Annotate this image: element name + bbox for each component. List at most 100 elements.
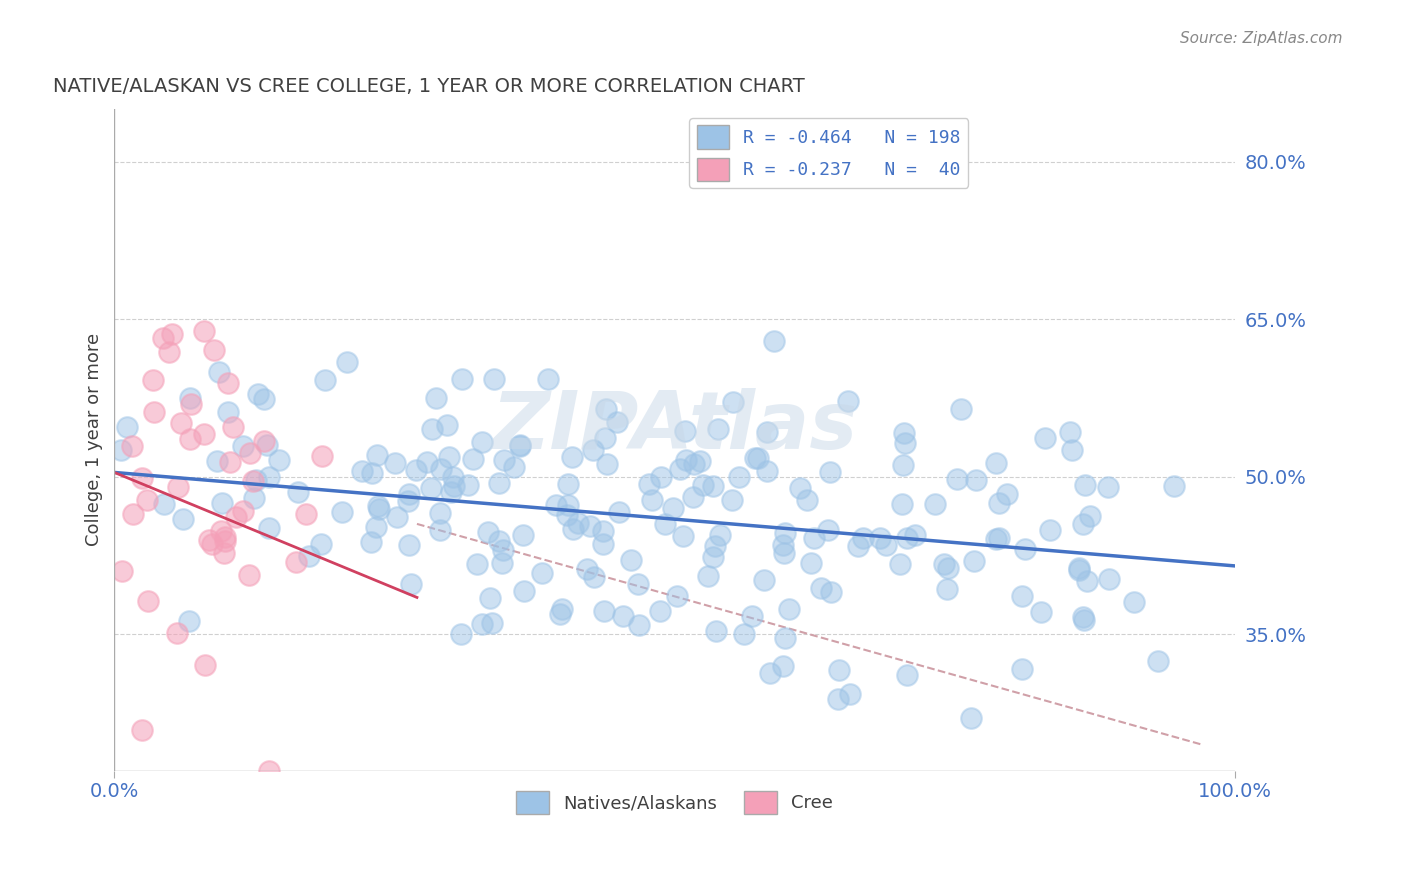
- Point: [796, 492, 818, 507]
- Point: [1060, 443, 1083, 458]
- Point: [689, 454, 711, 468]
- Point: [1080, 508, 1102, 523]
- Point: [1014, 541, 1036, 556]
- Point: [762, 334, 785, 349]
- Point: [707, 422, 730, 436]
- Point: [121, 439, 143, 453]
- Point: [1098, 572, 1121, 586]
- Point: [592, 524, 614, 538]
- Point: [420, 481, 443, 495]
- Point: [638, 477, 661, 491]
- Point: [592, 537, 614, 551]
- Point: [995, 487, 1018, 501]
- Point: [828, 664, 851, 678]
- Point: [488, 475, 510, 490]
- Point: [465, 557, 488, 571]
- Point: [166, 626, 188, 640]
- Point: [492, 453, 515, 467]
- Point: [1074, 478, 1097, 492]
- Point: [232, 440, 254, 454]
- Point: [1146, 654, 1168, 668]
- Point: [562, 522, 585, 536]
- Point: [773, 631, 796, 645]
- Point: [512, 528, 534, 542]
- Point: [142, 373, 165, 387]
- Point: [1076, 574, 1098, 588]
- Point: [704, 539, 727, 553]
- Point: [820, 585, 842, 599]
- Point: [1067, 561, 1090, 575]
- Point: [152, 331, 174, 345]
- Point: [891, 497, 914, 511]
- Point: [193, 427, 215, 442]
- Point: [557, 499, 579, 513]
- Point: [405, 463, 427, 477]
- Point: [1011, 662, 1033, 676]
- Point: [889, 557, 911, 571]
- Point: [1071, 517, 1094, 532]
- Point: [287, 485, 309, 500]
- Point: [551, 602, 574, 616]
- Point: [1059, 425, 1081, 440]
- Point: [180, 397, 202, 411]
- Point: [1011, 589, 1033, 603]
- Point: [1031, 606, 1053, 620]
- Point: [479, 591, 502, 605]
- Point: [932, 557, 955, 571]
- Point: [669, 462, 692, 476]
- Point: [384, 456, 406, 470]
- Point: [253, 434, 276, 448]
- Point: [733, 626, 755, 640]
- Point: [245, 473, 267, 487]
- Point: [627, 577, 650, 591]
- Point: [654, 517, 676, 532]
- Point: [924, 497, 946, 511]
- Point: [440, 485, 463, 500]
- Point: [399, 577, 422, 591]
- Point: [772, 537, 794, 551]
- Point: [800, 557, 823, 571]
- Point: [441, 469, 464, 483]
- Point: [894, 436, 917, 450]
- Point: [131, 723, 153, 738]
- Text: Source: ZipAtlas.com: Source: ZipAtlas.com: [1180, 31, 1343, 46]
- Point: [641, 492, 664, 507]
- Point: [193, 658, 215, 673]
- Point: [364, 520, 387, 534]
- Point: [893, 426, 915, 441]
- Point: [222, 420, 245, 434]
- Point: [561, 450, 583, 464]
- Point: [720, 493, 742, 508]
- Point: [430, 461, 453, 475]
- Point: [242, 475, 264, 489]
- Point: [593, 604, 616, 618]
- Point: [425, 391, 447, 405]
- Point: [820, 465, 842, 479]
- Point: [1033, 431, 1056, 445]
- Point: [966, 473, 988, 487]
- Point: [721, 395, 744, 409]
- Point: [1071, 610, 1094, 624]
- Point: [142, 405, 165, 419]
- Point: [259, 469, 281, 483]
- Point: [167, 480, 190, 494]
- Point: [257, 764, 280, 778]
- Point: [682, 457, 704, 471]
- Point: [208, 366, 231, 380]
- Point: [607, 505, 630, 519]
- Point: [463, 451, 485, 466]
- Point: [443, 479, 465, 493]
- Point: [385, 509, 408, 524]
- Point: [682, 490, 704, 504]
- Point: [672, 528, 695, 542]
- Point: [697, 569, 720, 583]
- Point: [492, 542, 515, 557]
- Point: [246, 387, 269, 401]
- Point: [429, 524, 451, 538]
- Point: [987, 531, 1010, 545]
- Text: NATIVE/ALASKAN VS CREE COLLEGE, 1 YEAR OR MORE CORRELATION CHART: NATIVE/ALASKAN VS CREE COLLEGE, 1 YEAR O…: [53, 78, 804, 96]
- Point: [297, 549, 319, 563]
- Point: [778, 601, 800, 615]
- Point: [366, 448, 388, 462]
- Point: [567, 516, 589, 530]
